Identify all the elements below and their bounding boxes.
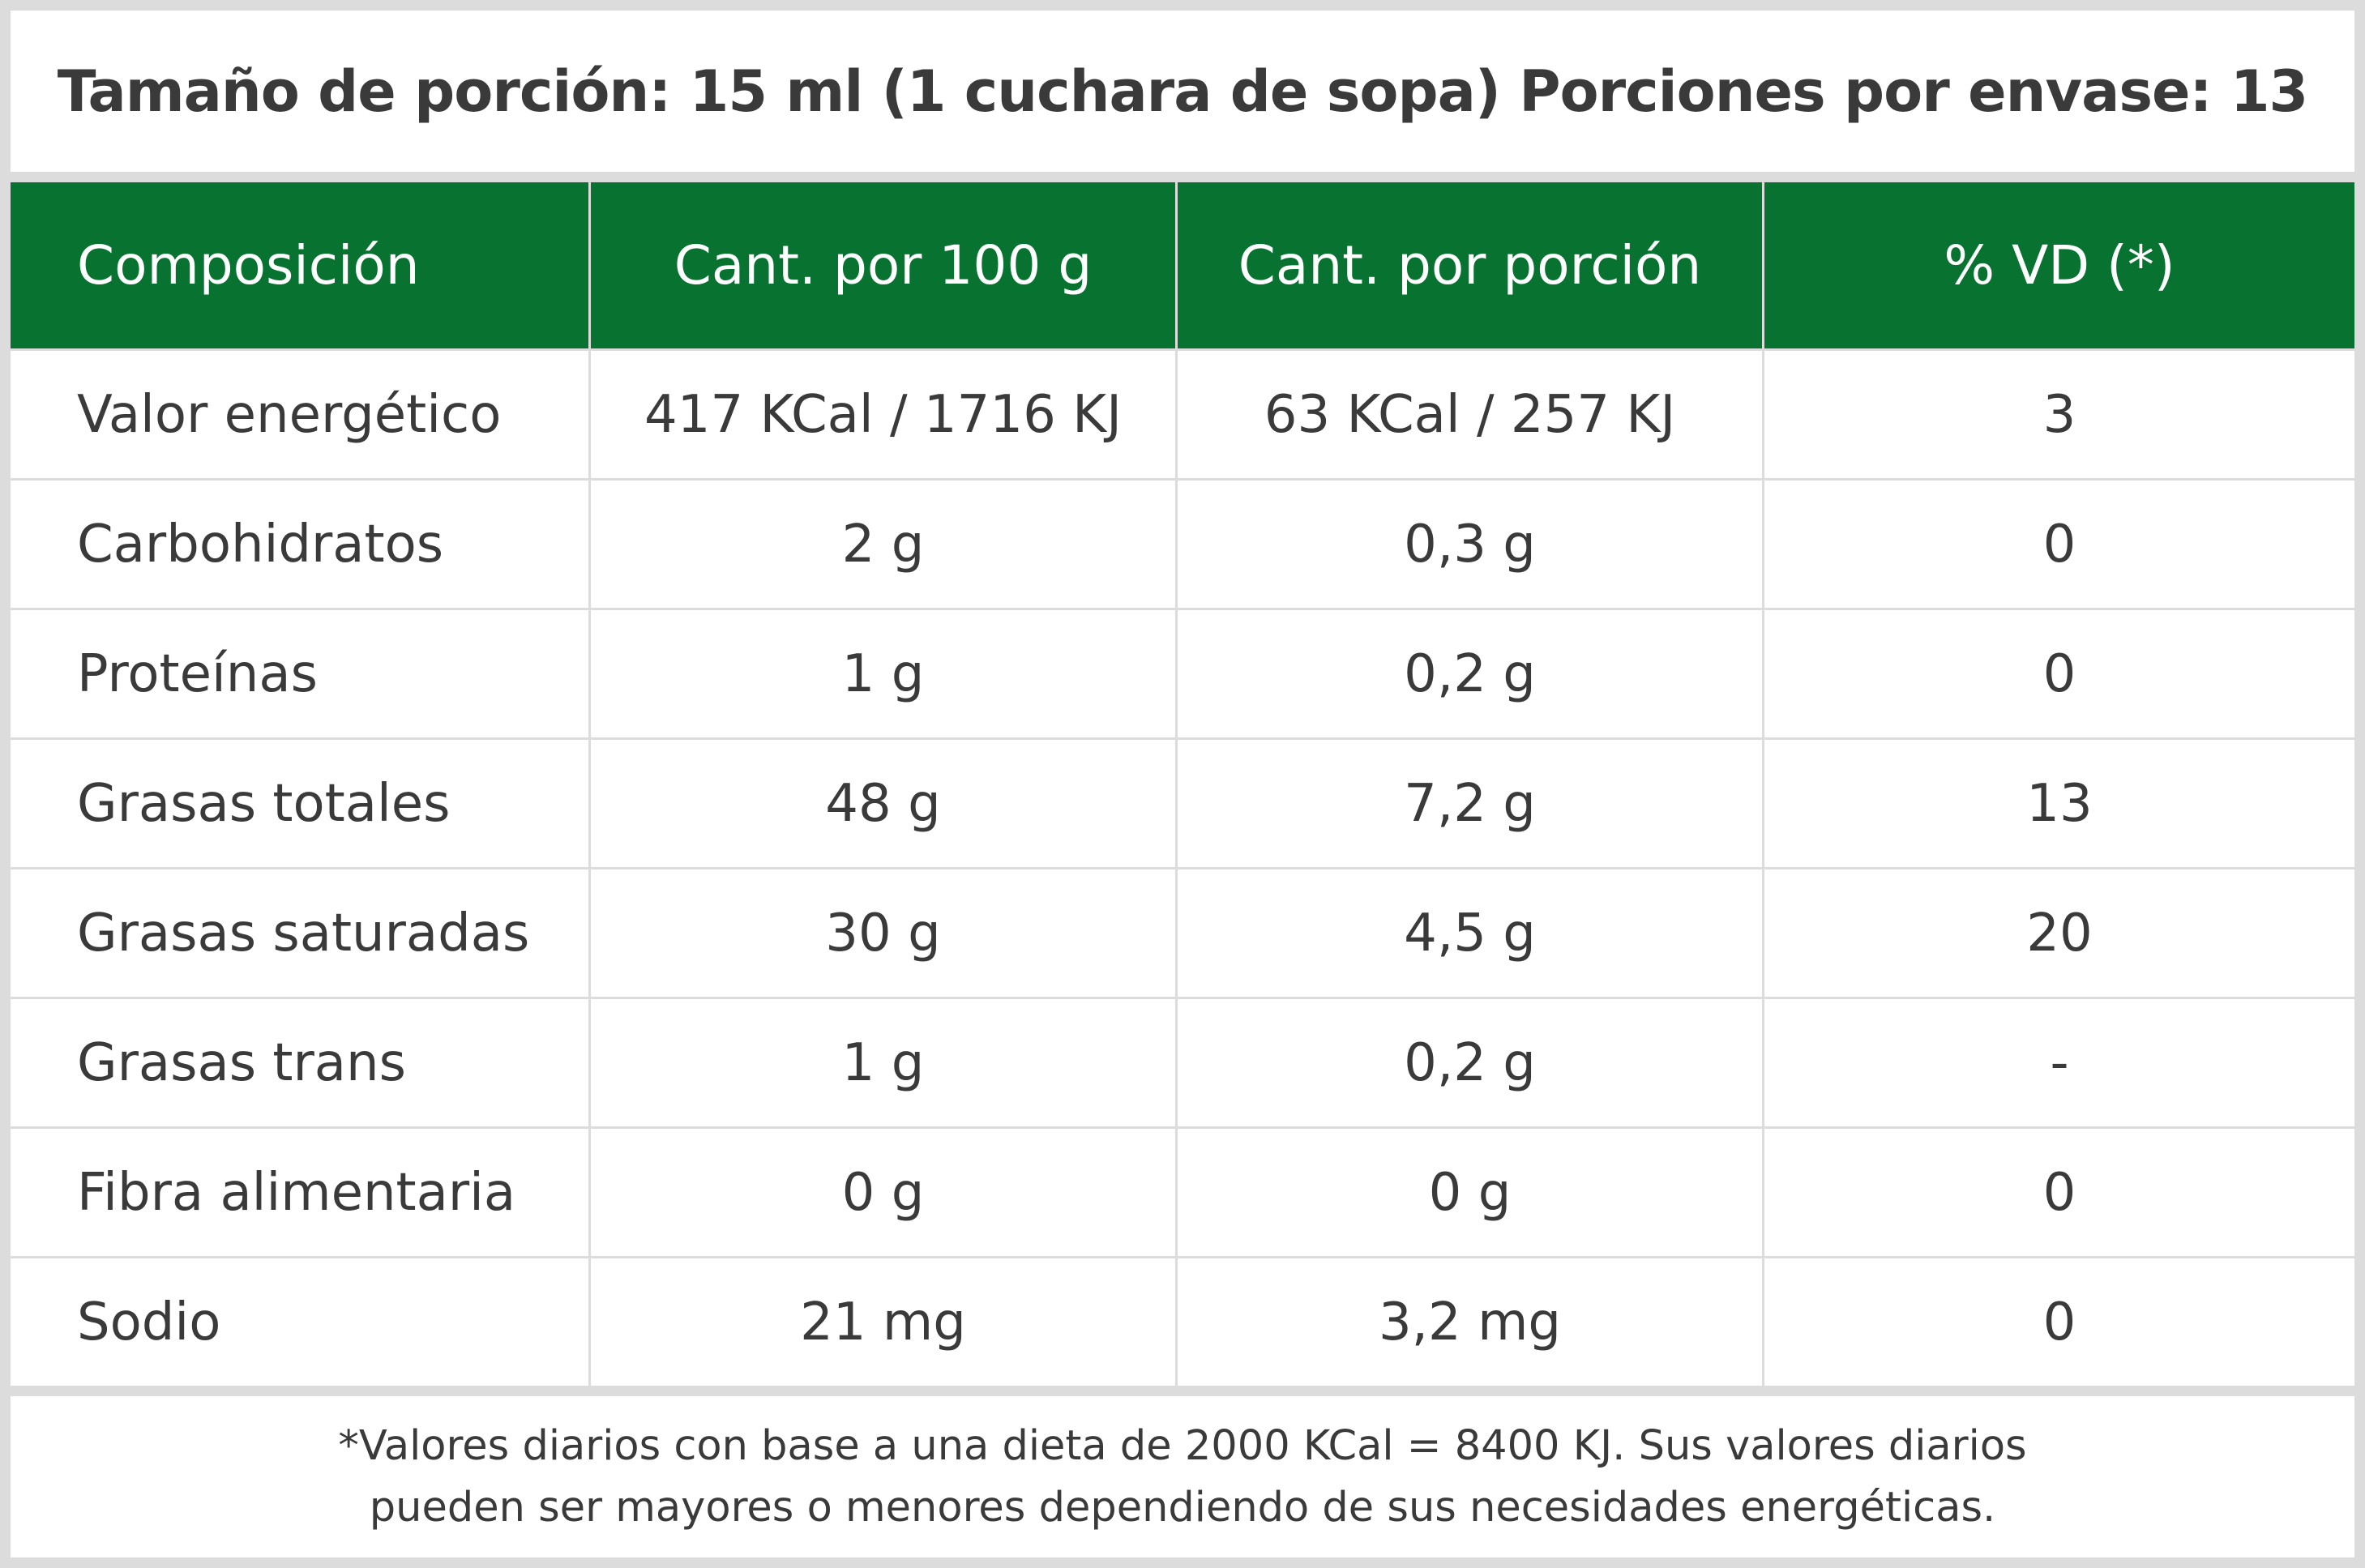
row-per-100g: 48 g xyxy=(591,740,1175,867)
serving-info-title: Tamaño de porción: 15 ml (1 cuchara de s… xyxy=(57,58,2308,125)
row-per-serving: 0 g xyxy=(1178,1129,1762,1256)
row-per-serving: 0,2 g xyxy=(1178,999,1762,1126)
row-per-100g: 21 mg xyxy=(591,1258,1175,1386)
row-per-serving: 3,2 mg xyxy=(1178,1258,1762,1386)
row-nutrient-name: Proteínas xyxy=(11,610,588,737)
footnote-box: *Valores diarios con base a una dieta de… xyxy=(11,1396,2354,1557)
row-daily-value: 0 xyxy=(1764,610,2354,737)
row-nutrient-name: Grasas totales xyxy=(11,740,588,867)
row-daily-value: 0 xyxy=(1764,481,2354,608)
row-nutrient-name: Valor energético xyxy=(11,351,588,478)
row-per-100g: 417 KCal / 1716 KJ xyxy=(591,351,1175,478)
row-per-100g: 2 g xyxy=(591,481,1175,608)
header-daily-value: % VD (*) xyxy=(1764,182,2354,348)
row-per-serving: 4,5 g xyxy=(1178,869,1762,997)
header-composicion: Composición xyxy=(11,182,588,348)
row-per-serving: 63 KCal / 257 KJ xyxy=(1178,351,1762,478)
row-daily-value: 0 xyxy=(1764,1129,2354,1256)
footnote-line-1: *Valores diarios con base a una dieta de… xyxy=(338,1421,2027,1470)
footnote-line-2: pueden ser mayores o menores dependiendo… xyxy=(369,1483,1996,1532)
row-per-100g: 30 g xyxy=(591,869,1175,997)
row-per-100g: 1 g xyxy=(591,610,1175,737)
row-per-100g: 0 g xyxy=(591,1129,1175,1256)
row-daily-value: - xyxy=(1764,999,2354,1126)
row-per-serving: 7,2 g xyxy=(1178,740,1762,867)
row-nutrient-name: Carbohidratos xyxy=(11,481,588,608)
header-per-serving: Cant. por porción xyxy=(1178,182,1762,348)
row-per-100g: 1 g xyxy=(591,999,1175,1126)
serving-info-box: Tamaño de porción: 15 ml (1 cuchara de s… xyxy=(11,11,2354,172)
nutrition-label: Tamaño de porción: 15 ml (1 cuchara de s… xyxy=(11,11,2354,1557)
header-per-100g: Cant. por 100 g xyxy=(591,182,1175,348)
row-nutrient-name: Grasas trans xyxy=(11,999,588,1126)
row-daily-value: 13 xyxy=(1764,740,2354,867)
row-daily-value: 20 xyxy=(1764,869,2354,997)
nutrition-table: Composición Cant. por 100 g Cant. por po… xyxy=(11,182,2354,1386)
row-nutrient-name: Sodio xyxy=(11,1258,588,1386)
row-nutrient-name: Fibra alimentaria xyxy=(11,1129,588,1256)
row-per-serving: 0,3 g xyxy=(1178,481,1762,608)
row-daily-value: 3 xyxy=(1764,351,2354,478)
row-daily-value: 0 xyxy=(1764,1258,2354,1386)
row-nutrient-name: Grasas saturadas xyxy=(11,869,588,997)
row-per-serving: 0,2 g xyxy=(1178,610,1762,737)
